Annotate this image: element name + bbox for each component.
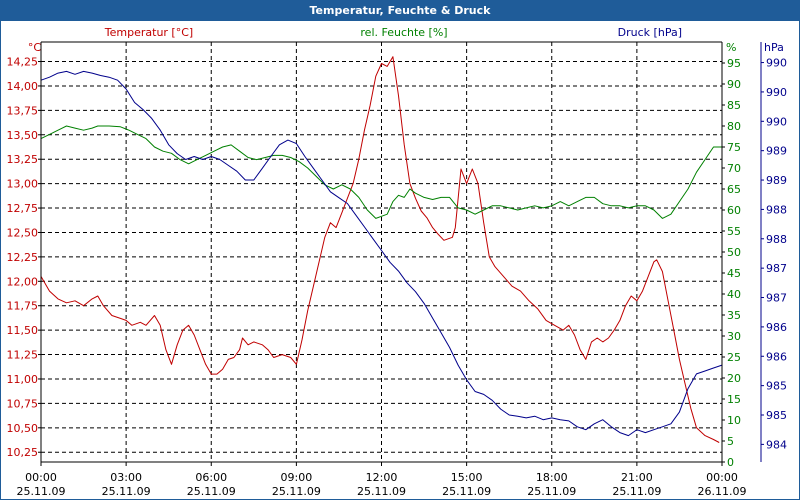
tick-label-humidity: 5 xyxy=(727,435,734,448)
tick-label-date: 26.11.09 xyxy=(698,485,747,498)
tick-label-humidity: 95 xyxy=(727,57,741,70)
tick-label-time: 15:00 xyxy=(451,471,483,484)
tick-label-humidity: 85 xyxy=(727,99,741,112)
tick-label-pressure: 985 xyxy=(766,380,787,393)
tick-label-humidity: 60 xyxy=(727,204,741,217)
tick-label-humidity: 75 xyxy=(727,141,741,154)
tick-label-temp: 14,00 xyxy=(7,80,39,93)
tick-label-temp: 13,25 xyxy=(7,153,39,166)
tick-label-temp: 12,00 xyxy=(7,275,39,288)
tick-labels: 10,25 10,50 10,75 11,00 11,25 11,50 11,75 12,00… xyxy=(7,42,787,498)
tick-label-pressure: 987 xyxy=(766,292,787,305)
tick-label-pressure: 986 xyxy=(766,321,787,334)
tick-label-humidity: 65 xyxy=(727,183,741,196)
tick-label-pressure: 990 xyxy=(766,115,787,128)
tick-label-humidity: 20 xyxy=(727,372,741,385)
tick-label-humidity: 50 xyxy=(727,246,741,259)
tick-label-pressure: 986 xyxy=(766,350,787,363)
tick-label-temp: 12,75 xyxy=(7,202,39,215)
tick-label-temp: 12,50 xyxy=(7,226,39,239)
tick-label-humidity: 15 xyxy=(727,393,741,406)
tick-label-time: 09:00 xyxy=(281,471,313,484)
tick-label-humidity: 10 xyxy=(727,414,741,427)
pressure-unit-label: hPa xyxy=(764,41,784,54)
legend-pressure: Druck [hPa] xyxy=(618,26,682,39)
tick-label-temp: 10,75 xyxy=(7,397,39,410)
tick-label-date: 25.11.09 xyxy=(442,485,491,498)
tick-label-humidity: 35 xyxy=(727,309,741,322)
tick-label-pressure: 989 xyxy=(766,174,787,187)
tick-label-pressure: 988 xyxy=(766,203,787,216)
tick-label-temp: 10,25 xyxy=(7,446,39,459)
tick-label-date: 25.11.09 xyxy=(612,485,661,498)
tick-label-date: 25.11.09 xyxy=(357,485,406,498)
tick-label-temp: 13,50 xyxy=(7,129,39,142)
series-layer xyxy=(40,56,723,443)
humidity-line xyxy=(40,125,722,219)
tick-label-temp: 11,00 xyxy=(7,373,39,386)
legend-humidity: rel. Feuchte [%] xyxy=(360,26,447,39)
tick-label-humidity: 25 xyxy=(727,351,741,364)
tick-label-temp: 11,50 xyxy=(7,324,39,337)
tick-label-time: 03:00 xyxy=(110,471,142,484)
tick-label-temp: 12,25 xyxy=(7,251,39,264)
tick-label-humidity: 70 xyxy=(727,162,741,175)
tick-label-temp: 14,25 xyxy=(7,56,39,69)
tick-label-date: 25.11.09 xyxy=(17,485,66,498)
tick-label-time: 00:00 xyxy=(25,471,57,484)
tick-label-date: 25.11.09 xyxy=(187,485,236,498)
tick-label-time: 00:00 xyxy=(706,471,738,484)
tick-label-pressure: 985 xyxy=(766,409,787,422)
tick-label-pressure: 988 xyxy=(766,233,787,246)
tick-label-humidity: 55 xyxy=(727,225,741,238)
temp-unit-label: °C xyxy=(28,41,42,54)
tick-label-pressure: 987 xyxy=(766,262,787,275)
tick-label-pressure: 990 xyxy=(766,86,787,99)
humidity-unit-label: % xyxy=(726,41,736,54)
tick-label-humidity: 0 xyxy=(727,456,734,469)
tick-label-humidity: 40 xyxy=(727,288,741,301)
tick-label-pressure: 984 xyxy=(766,438,787,451)
tick-label-humidity: 45 xyxy=(727,267,741,280)
tick-label-time: 12:00 xyxy=(366,471,398,484)
tick-label-humidity: 30 xyxy=(727,330,741,343)
tick-label-temp: 13,00 xyxy=(7,178,39,191)
temperature-line xyxy=(40,56,720,443)
tick-label-pressure: 989 xyxy=(766,145,787,158)
tick-label-humidity: 80 xyxy=(727,120,741,133)
pressure-line xyxy=(40,70,723,437)
window-title: Temperatur, Feuchte & Druck xyxy=(1,1,799,21)
tick-label-time: 18:00 xyxy=(536,471,568,484)
tick-label-temp: 10,50 xyxy=(7,422,39,435)
tick-label-time: 21:00 xyxy=(621,471,653,484)
tick-label-temp: 11,25 xyxy=(7,349,39,362)
tick-label-temp: 13,75 xyxy=(7,104,39,117)
tick-label-temp: 11,75 xyxy=(7,300,39,313)
tick-label-pressure: 990 xyxy=(766,57,787,70)
tick-label-humidity: 90 xyxy=(727,78,741,91)
tick-label-date: 25.11.09 xyxy=(527,485,576,498)
tick-label-date: 25.11.09 xyxy=(102,485,151,498)
grid xyxy=(40,42,723,462)
legend-temperature: Temperatur [°C] xyxy=(104,26,193,39)
tick-label-date: 25.11.09 xyxy=(272,485,321,498)
tick-label-time: 06:00 xyxy=(195,471,227,484)
